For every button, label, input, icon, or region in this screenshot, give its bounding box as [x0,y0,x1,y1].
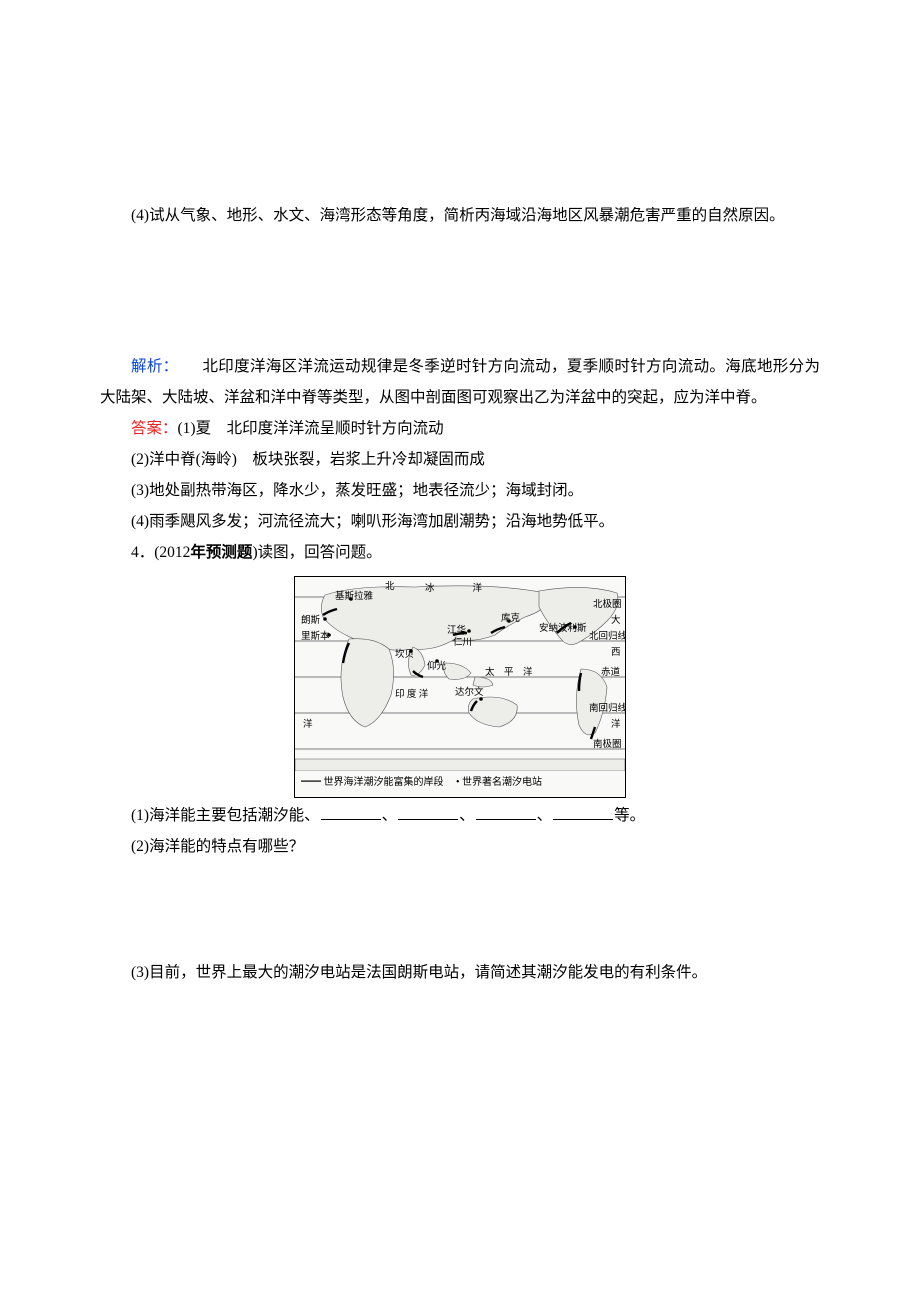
answer-line-3: (3)地处副热带海区，降水少，蒸发旺盛；地表径流少；海域封闭。 [100,475,820,506]
map-city-yangguang: 仰光 [427,660,447,672]
map-ocean-left-yang: 洋 [303,718,313,730]
sub-question-2: (2)海洋能的特点有哪些？ [100,831,820,862]
map-city-langs: 朗斯 [301,614,321,626]
blank-1[interactable] [321,804,381,821]
caption-right: • 世界著名潮汐电站 [456,777,542,788]
sub-question-1: (1)海洋能主要包括潮汐能、 、 、 、 等。 [100,800,820,831]
answer-line-4: (4)雨季飓风多发；河流径流大；喇叭形海湾加剧潮势；沿海地势低平。 [100,506,820,537]
answer-line-1: 答案：(1)夏 北印度洋洋流呈顺时针方向流动 [100,413,820,444]
blank-2[interactable] [398,804,458,821]
map-ocean-atlantic-1: 大 [611,614,621,626]
map-city-annabo: 安纳波利斯 [539,622,587,634]
question-4-intro: 4．(2012年预测题)读图，回答问题。 [100,537,820,568]
analysis-body: 北印度洋海区洋流运动规律是冬季逆时针方向流动，夏季顺时针方向流动。海底地形分为大… [100,358,820,406]
sep-1: 、 [382,807,398,824]
q4-bold: 年预测题 [190,544,252,561]
caption-left: ━━ 世界海洋潮汐能富集的岸段 [301,777,444,788]
figure-container: 北 冰 洋 北极圈 北回归线 赤道 南回归线 南极圈 基斯拉雅 朗斯 里斯本 坎… [100,576,820,798]
map-ocean-pacific: 太 平 洋 [485,666,533,678]
map-city-kanbei: 坎贝 [395,648,414,660]
map-lat-arctic: 北极圈 [593,598,622,610]
map-city-jianghua: 江华 [447,624,467,636]
answer-line-2: (2)洋中脊(海岭) 板块张裂，岩浆上升冷却凝固而成 [100,444,820,475]
map-city-kuke: 库克 [501,612,521,624]
map-ocean-atlantic-3: 洋 [611,718,621,730]
map-city-kisla: 基斯拉雅 [335,590,374,602]
sep-2: 、 [459,807,475,824]
sub-question-3: (3)目前，世界上最大的潮汐电站是法国朗斯电站，请简述其潮汐能发电的有利条件。 [100,957,820,988]
map-city-lisi: 里斯本 [301,630,330,642]
map-lat-equator: 赤道 [601,666,621,678]
q4-rest: )读图，回答问题。 [252,544,381,561]
map-label-bei: 北 [385,581,395,592]
map-lat-tropic-s: 南回归线 [589,702,625,714]
map-ocean-atlantic-2: 西 [611,647,621,658]
world-map-svg: 北 冰 洋 北极圈 北回归线 赤道 南回归线 南极圈 基斯拉雅 朗斯 里斯本 坎… [295,577,625,771]
analysis-paragraph: 解析： 北印度洋海区洋流运动规律是冬季逆时针方向流动，夏季顺时针方向流动。海底地… [100,351,820,413]
map-city-daerwen: 达尔文 [455,686,484,698]
answer-label: 答案： [131,420,178,437]
map-lat-tropic-n: 北回归线 [589,630,625,642]
q1-prefix: (1)海洋能主要包括潮汐能、 [131,807,320,824]
sep-3: 、 [537,807,553,824]
map-label-arctic-ocean: 冰 洋 [425,582,483,594]
answer-1: (1)夏 北印度洋洋流呈顺时针方向流动 [178,420,444,437]
blank-space-2 [100,862,820,957]
map-lat-antarctic: 南极圈 [593,738,622,750]
q1-suffix: 等。 [614,807,645,824]
blank-4[interactable] [553,804,613,821]
map-ocean-indian: 印 度 洋 [395,688,429,700]
blank-3[interactable] [476,804,536,821]
map-caption: ━━ 世界海洋潮汐能富集的岸段 • 世界著名潮汐电站 [295,773,625,797]
world-map-figure: 北 冰 洋 北极圈 北回归线 赤道 南回归线 南极圈 基斯拉雅 朗斯 里斯本 坎… [294,576,626,798]
blank-space [100,231,820,351]
question-4: (4)试从气象、地形、水文、海湾形态等角度，简析丙海域沿海地区风暴潮危害严重的自… [100,200,820,231]
analysis-label: 解析： [131,358,171,375]
q4-num: 4．(2012 [131,544,190,561]
map-city-renchuan: 仁川 [453,636,472,648]
